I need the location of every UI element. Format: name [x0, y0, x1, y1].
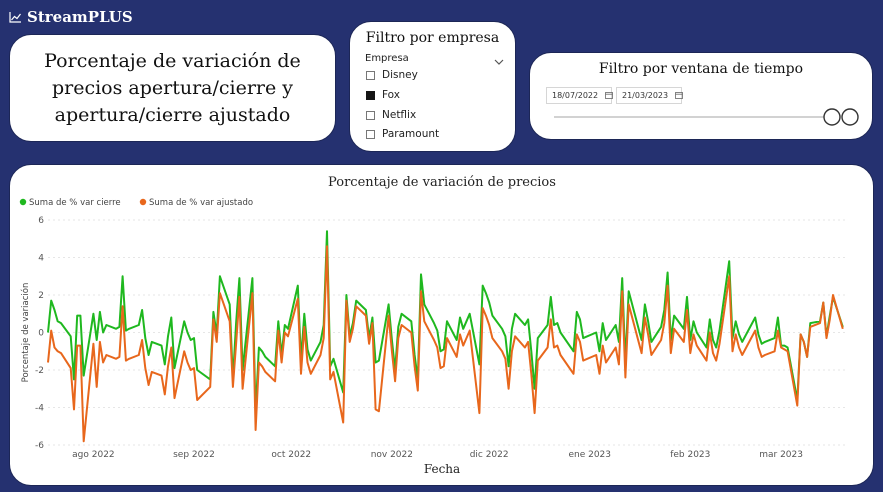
y-tick-label: 6: [38, 216, 44, 226]
x-axis-label: Fecha: [424, 462, 460, 476]
legend-label-1: Suma de % var cierre: [29, 198, 121, 208]
y-tick-label: 4: [38, 254, 44, 264]
series-line-2: [47, 245, 844, 443]
x-tick-label: mar 2023: [759, 450, 803, 460]
checkbox[interactable]: [366, 90, 375, 100]
checkbox[interactable]: [366, 129, 375, 139]
series-line-1: [47, 230, 844, 415]
price-variation-line-chart: Porcentaje de variación de precios Suma d…: [19, 175, 846, 476]
y-axis-label: Porcentaje de variación: [20, 283, 31, 383]
end-date-input[interactable]: 21/03/2023: [616, 87, 684, 104]
time-filter-title: Filtro por ventana de tiempo: [598, 61, 804, 77]
start-date-input[interactable]: 18/07/2022: [546, 87, 614, 104]
chevron-down-icon[interactable]: [494, 51, 504, 70]
legend-marker: [139, 198, 147, 206]
company-option-label: Netflix: [382, 109, 417, 121]
slider-end-handle[interactable]: [841, 108, 859, 126]
time-filter-card: Filtro por ventana de tiempo 18/07/2022 …: [529, 52, 873, 140]
x-tick-label: dic 2022: [470, 450, 509, 460]
x-tick-label: sep 2022: [173, 450, 215, 460]
line-chart-icon: [9, 11, 22, 23]
x-tick-label: ago 2022: [72, 450, 115, 460]
app-brand: StreamPLUS: [9, 8, 133, 26]
company-filter-field-label: Empresa: [365, 53, 409, 64]
company-option-paramount[interactable]: Paramount: [366, 128, 439, 140]
company-option-fox[interactable]: Fox: [366, 89, 400, 101]
x-tick-label: oct 2022: [271, 450, 311, 460]
company-filter-card: Filtro por empresa Empresa Disney Fox Ne…: [349, 21, 516, 152]
page-title-card: Porcentaje de variación de precios apert…: [9, 34, 336, 142]
end-date-value: 21/03/2023: [622, 91, 669, 100]
x-tick-label: ene 2023: [568, 450, 611, 460]
chart-card: Porcentaje de variación de precios Suma d…: [9, 164, 874, 486]
company-option-label: Disney: [382, 69, 418, 81]
x-tick-label: feb 2023: [670, 450, 710, 460]
x-tick-label: nov 2022: [371, 450, 413, 460]
app-brand-label: StreamPLUS: [27, 8, 133, 26]
calendar-icon[interactable]: [605, 91, 614, 101]
y-tick-label: -6: [35, 441, 44, 451]
y-tick-label: 2: [38, 291, 44, 301]
chart-title: Porcentaje de variación de precios: [328, 175, 556, 190]
company-option-netflix[interactable]: Netflix: [366, 109, 416, 121]
company-option-label: Fox: [382, 89, 400, 101]
company-option-disney[interactable]: Disney: [366, 69, 418, 81]
checkbox[interactable]: [366, 110, 375, 120]
checkbox[interactable]: [366, 70, 375, 80]
y-tick-label: 0: [38, 329, 44, 339]
company-filter-title: Filtro por empresa: [365, 30, 500, 46]
date-range-slider[interactable]: [530, 53, 874, 141]
y-tick-label: -4: [35, 404, 44, 414]
company-option-label: Paramount: [382, 128, 440, 140]
y-tick-label: -2: [35, 366, 44, 376]
legend-label-2: Suma de % var ajustado: [149, 198, 253, 208]
legend-marker: [19, 198, 27, 206]
start-date-value: 18/07/2022: [552, 91, 599, 100]
slider-start-handle[interactable]: [823, 108, 841, 126]
page-title: Porcentaje de variación de precios apert…: [44, 49, 301, 126]
calendar-icon[interactable]: [675, 91, 684, 101]
